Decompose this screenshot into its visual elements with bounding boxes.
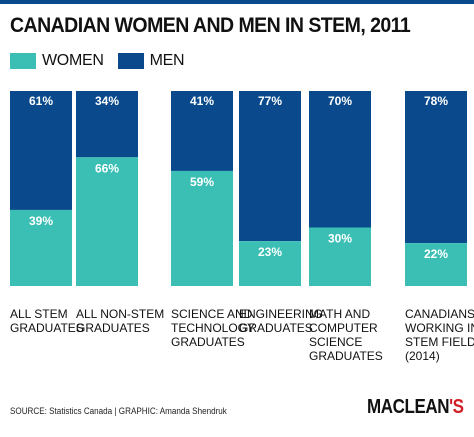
macleans-logo: MACLEAN'S (367, 396, 464, 419)
legend: WOMEN MEN (10, 52, 198, 70)
category-label-line: GRADUATES (171, 335, 245, 349)
bar-men-2 (171, 91, 233, 171)
category-label-line: ALL STEM (10, 307, 68, 321)
category-label-line: MATH AND (309, 307, 370, 321)
data-label-women-0: 39% (29, 214, 53, 228)
category-label-0: ALL STEM GRADUATES (10, 307, 84, 335)
category-label-line: ENGINEERING (239, 307, 323, 321)
data-label-men-4: 70% (328, 94, 352, 108)
brand-text: MACLEAN (367, 396, 450, 418)
legend-item-women: WOMEN (10, 52, 104, 70)
data-label-women-4: 30% (328, 232, 352, 246)
data-label-women-3: 23% (258, 245, 282, 259)
source-credit: SOURCE: Statistics Canada | GRAPHIC: Ama… (10, 406, 227, 416)
category-label-line: WORKING IN (405, 321, 474, 335)
category-label-line: SCIENCE AND (171, 307, 253, 321)
category-label-line: GRADUATES (309, 349, 383, 363)
chart-title: CANADIAN WOMEN AND MEN IN STEM, 2011 (10, 14, 411, 37)
legend-label-men: MEN (149, 52, 185, 69)
category-label-line: STEM FIELDS (405, 335, 474, 349)
legend-swatch-women (10, 53, 36, 69)
category-label-4: MATH AND COMPUTER SCIENCE GRADUATES (309, 307, 383, 363)
category-label-line: SCIENCE (309, 335, 362, 349)
bar-men-1 (76, 91, 138, 158)
bar-men-0 (10, 91, 72, 210)
category-label-3: ENGINEERING GRADUATES (239, 307, 323, 335)
bar-men-5 (405, 91, 467, 244)
legend-swatch-men (117, 53, 144, 69)
legend-item-men: MEN (117, 52, 185, 70)
bar-women-4 (309, 227, 371, 286)
category-label-line: CANADIANS (405, 307, 474, 321)
category-label-line: (2014) (405, 349, 440, 363)
data-label-men-0: 61% (29, 94, 53, 108)
bar-men-4 (309, 91, 371, 228)
data-label-men-3: 77% (258, 94, 282, 108)
data-label-men-1: 34% (95, 94, 119, 108)
top-rule (0, 0, 474, 4)
data-label-women-5: 22% (424, 247, 448, 261)
category-label-line: GRADUATES (239, 321, 313, 335)
bar-women-2 (171, 170, 233, 286)
data-label-women-2: 59% (190, 175, 214, 189)
bar-women-0 (10, 209, 72, 286)
category-label-line: TECHNOLOGY (171, 321, 255, 335)
category-label-2: SCIENCE AND TECHNOLOGY GRADUATES (171, 307, 255, 349)
data-label-men-5: 78% (424, 94, 448, 108)
data-label-women-1: 66% (95, 161, 119, 175)
category-label-line: GRADUATES (76, 321, 150, 335)
category-label-line: GRADUATES (10, 321, 84, 335)
bar-men-3 (239, 91, 301, 242)
bar-women-1 (76, 157, 138, 286)
brand-apostrophe-s: 'S (449, 396, 464, 418)
category-label-line: ALL NON-STEM (76, 307, 164, 321)
category-label-1: ALL NON-STEM GRADUATES (76, 307, 164, 335)
bar-women-3 (239, 241, 301, 286)
legend-label-women: WOMEN (42, 52, 104, 69)
category-label-line: COMPUTER (309, 321, 378, 335)
bar-women-5 (405, 243, 467, 286)
data-label-men-2: 41% (190, 94, 214, 108)
